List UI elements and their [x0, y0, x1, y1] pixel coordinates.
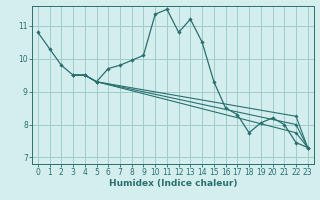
- X-axis label: Humidex (Indice chaleur): Humidex (Indice chaleur): [108, 179, 237, 188]
